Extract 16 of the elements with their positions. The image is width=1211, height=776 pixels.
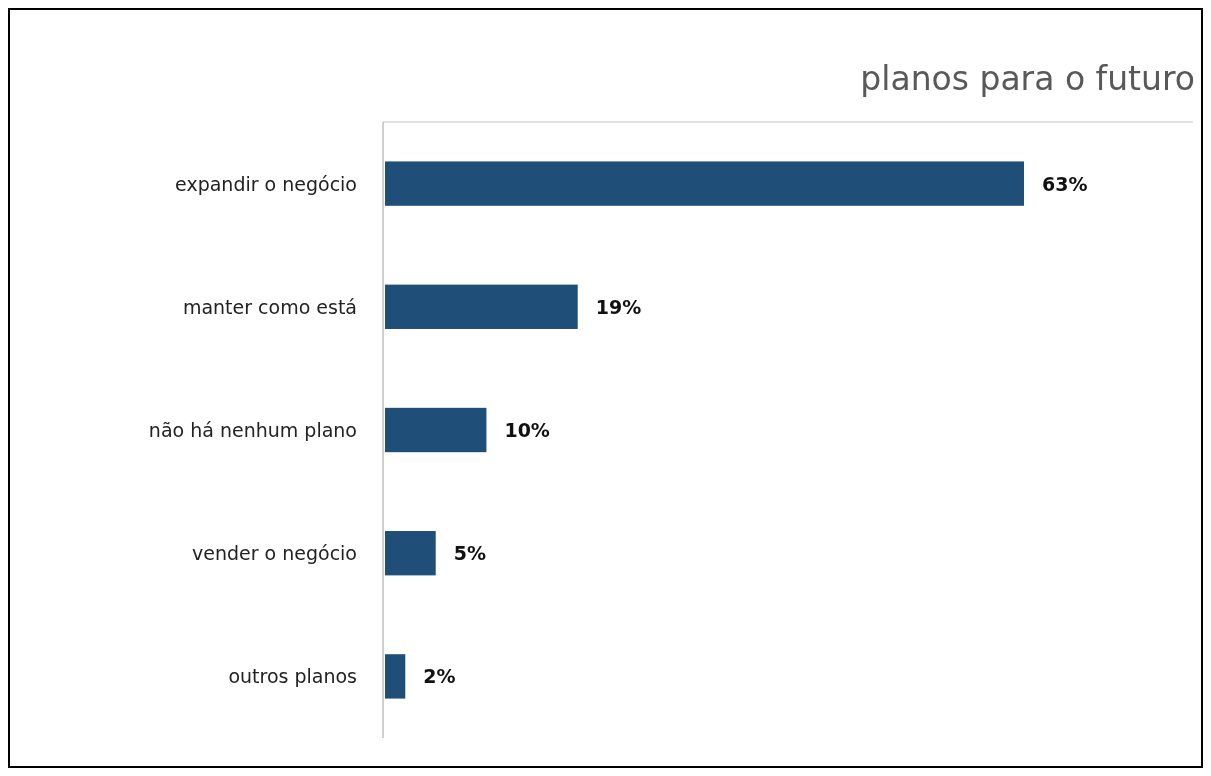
y-tick-label: expandir o negócio — [175, 172, 357, 195]
bar — [385, 161, 1024, 206]
y-tick-label: não há nenhum plano — [148, 419, 357, 441]
bar — [385, 654, 406, 699]
data-label: 63% — [1042, 172, 1088, 195]
bar — [385, 284, 578, 329]
data-label: 2% — [423, 665, 456, 688]
bar — [385, 407, 487, 453]
y-tick-label: manter como está — [182, 295, 357, 318]
data-label: 5% — [453, 542, 486, 565]
data-label: 10% — [504, 419, 550, 441]
chart-title: planos para o futuro — [860, 59, 1195, 98]
y-tick-label: vender o negócio — [191, 542, 357, 565]
bar — [385, 531, 436, 576]
data-label: 19% — [595, 295, 642, 318]
y-tick-label: outros planos — [228, 665, 357, 688]
